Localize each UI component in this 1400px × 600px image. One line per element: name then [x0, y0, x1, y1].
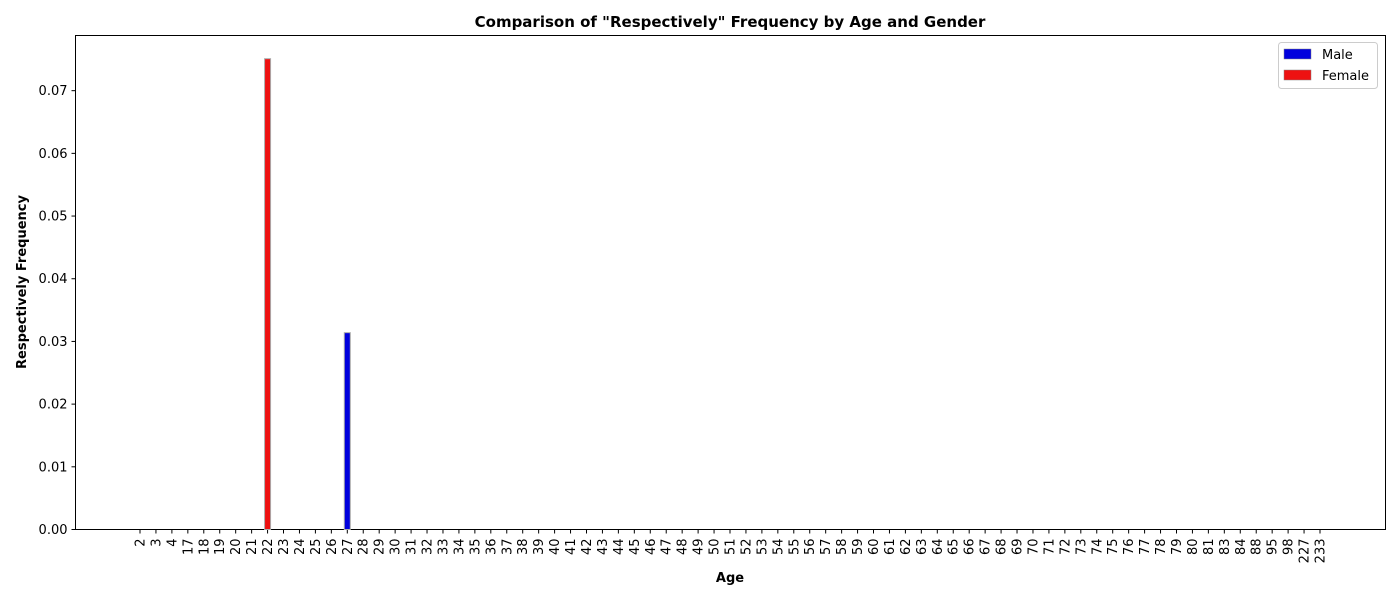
x-tick-label: 53	[755, 539, 770, 556]
x-tick-label: 63	[915, 539, 930, 556]
x-tick-label: 227	[1298, 539, 1313, 564]
x-tick-label: 49	[692, 539, 707, 556]
x-tick-label: 59	[851, 539, 866, 556]
x-tick-label: 98	[1282, 539, 1297, 556]
x-tick-label: 36	[484, 539, 499, 556]
x-tick-label: 4	[165, 539, 180, 547]
bar-male-age-27	[343, 332, 351, 530]
x-tick-label: 60	[867, 539, 882, 556]
x-tick-label: 27	[341, 539, 356, 556]
x-tick-label: 31	[405, 539, 420, 556]
x-tick-label: 44	[612, 539, 627, 556]
x-tick-label: 88	[1250, 539, 1265, 556]
x-tick-label: 67	[979, 539, 994, 556]
x-tick-label: 37	[500, 539, 515, 556]
x-tick-label: 34	[452, 539, 467, 556]
x-tick-label: 40	[548, 539, 563, 556]
x-tick-label: 81	[1202, 539, 1217, 556]
x-tick-label: 25	[309, 539, 324, 556]
legend: Male Female	[1278, 42, 1378, 89]
legend-swatch-male	[1283, 48, 1312, 60]
x-tick-label: 58	[835, 539, 850, 556]
x-tick-label: 56	[803, 539, 818, 556]
x-tick-label: 68	[995, 539, 1010, 556]
y-tick-label: 0.05	[39, 210, 68, 225]
x-tick-label: 84	[1234, 539, 1249, 556]
y-tick-label: 0.03	[39, 335, 68, 350]
x-tick-label: 83	[1218, 539, 1233, 556]
x-tick-label: 29	[373, 539, 388, 556]
legend-label-male: Male	[1322, 48, 1353, 63]
x-tick-label: 23	[277, 539, 292, 556]
x-tick-label: 22	[261, 539, 276, 556]
x-tick-label: 21	[245, 539, 260, 556]
x-tick-label: 72	[1058, 539, 1073, 556]
x-tick-label: 3	[149, 539, 164, 547]
x-tick-label: 2	[134, 539, 149, 547]
x-tick-label: 19	[213, 539, 228, 556]
x-tick-label: 35	[468, 539, 483, 556]
x-tick-label: 95	[1266, 539, 1281, 556]
x-tick-label: 73	[1074, 539, 1089, 556]
x-tick-label: 75	[1106, 539, 1121, 556]
x-tick-label: 233	[1314, 539, 1329, 564]
x-tick-label: 50	[708, 539, 723, 556]
x-tick-label: 33	[436, 539, 451, 556]
x-tick-label: 74	[1090, 539, 1105, 556]
x-tick-label: 18	[197, 539, 212, 556]
plot-area	[75, 35, 1386, 530]
x-tick-label: 66	[963, 539, 978, 556]
y-tick-label: 0.07	[39, 84, 68, 99]
x-tick-label: 41	[564, 539, 579, 556]
x-tick-label: 45	[628, 539, 643, 556]
legend-label-female: Female	[1322, 69, 1369, 84]
x-tick-label: 52	[739, 539, 754, 556]
legend-swatch-female	[1283, 69, 1312, 81]
x-tick-label: 47	[660, 539, 675, 556]
y-axis: 0.00 0.01 0.02 0.03 0.04 0.05 0.06 0.07	[39, 84, 76, 538]
y-axis-label: Respectively Frequency	[15, 195, 30, 369]
x-tick-label: 17	[181, 539, 196, 556]
x-tick-label: 43	[596, 539, 611, 556]
y-tick-label: 0.06	[39, 147, 68, 162]
x-tick-label: 28	[357, 539, 372, 556]
x-tick-label: 77	[1138, 539, 1153, 556]
y-tick-label: 0.01	[39, 460, 68, 475]
x-tick-label: 20	[229, 539, 244, 556]
x-tick-label: 70	[1026, 539, 1041, 556]
x-tick-label: 54	[771, 539, 786, 556]
chart-title: Comparison of "Respectively" Frequency b…	[475, 13, 986, 31]
x-tick-label: 76	[1122, 539, 1137, 556]
x-tick-label: 38	[516, 539, 531, 556]
x-axis-label: Age	[716, 571, 744, 586]
x-tick-label: 79	[1170, 539, 1185, 556]
y-tick-label: 0.04	[39, 272, 68, 287]
x-tick-label: 24	[293, 539, 308, 556]
y-tick-label: 0.02	[39, 398, 68, 413]
x-tick-label: 42	[580, 539, 595, 556]
x-tick-label: 30	[389, 539, 404, 556]
x-tick-label: 78	[1154, 539, 1169, 556]
x-tick-label: 46	[644, 539, 659, 556]
x-axis: 2 3 4 17 18 19 20 21 22 23 24 25 26 27 28 29 30 31 32 33 34 3…	[134, 529, 1329, 564]
x-tick-label: 48	[676, 539, 691, 556]
x-tick-label: 61	[883, 539, 898, 556]
x-tick-label: 32	[421, 539, 436, 556]
x-tick-label: 64	[931, 539, 946, 556]
x-tick-label: 62	[899, 539, 914, 556]
bars	[264, 58, 351, 530]
x-tick-label: 80	[1186, 539, 1201, 556]
x-tick-label: 55	[787, 539, 802, 556]
y-tick-label: 0.00	[39, 523, 68, 538]
x-tick-label: 51	[724, 539, 739, 556]
x-tick-label: 71	[1042, 539, 1057, 556]
x-tick-label: 57	[819, 539, 834, 556]
bar-female-age-22	[264, 58, 272, 530]
x-tick-label: 39	[532, 539, 547, 556]
x-tick-label: 69	[1011, 539, 1026, 556]
x-tick-label: 26	[325, 539, 340, 556]
x-tick-label: 65	[947, 539, 962, 556]
